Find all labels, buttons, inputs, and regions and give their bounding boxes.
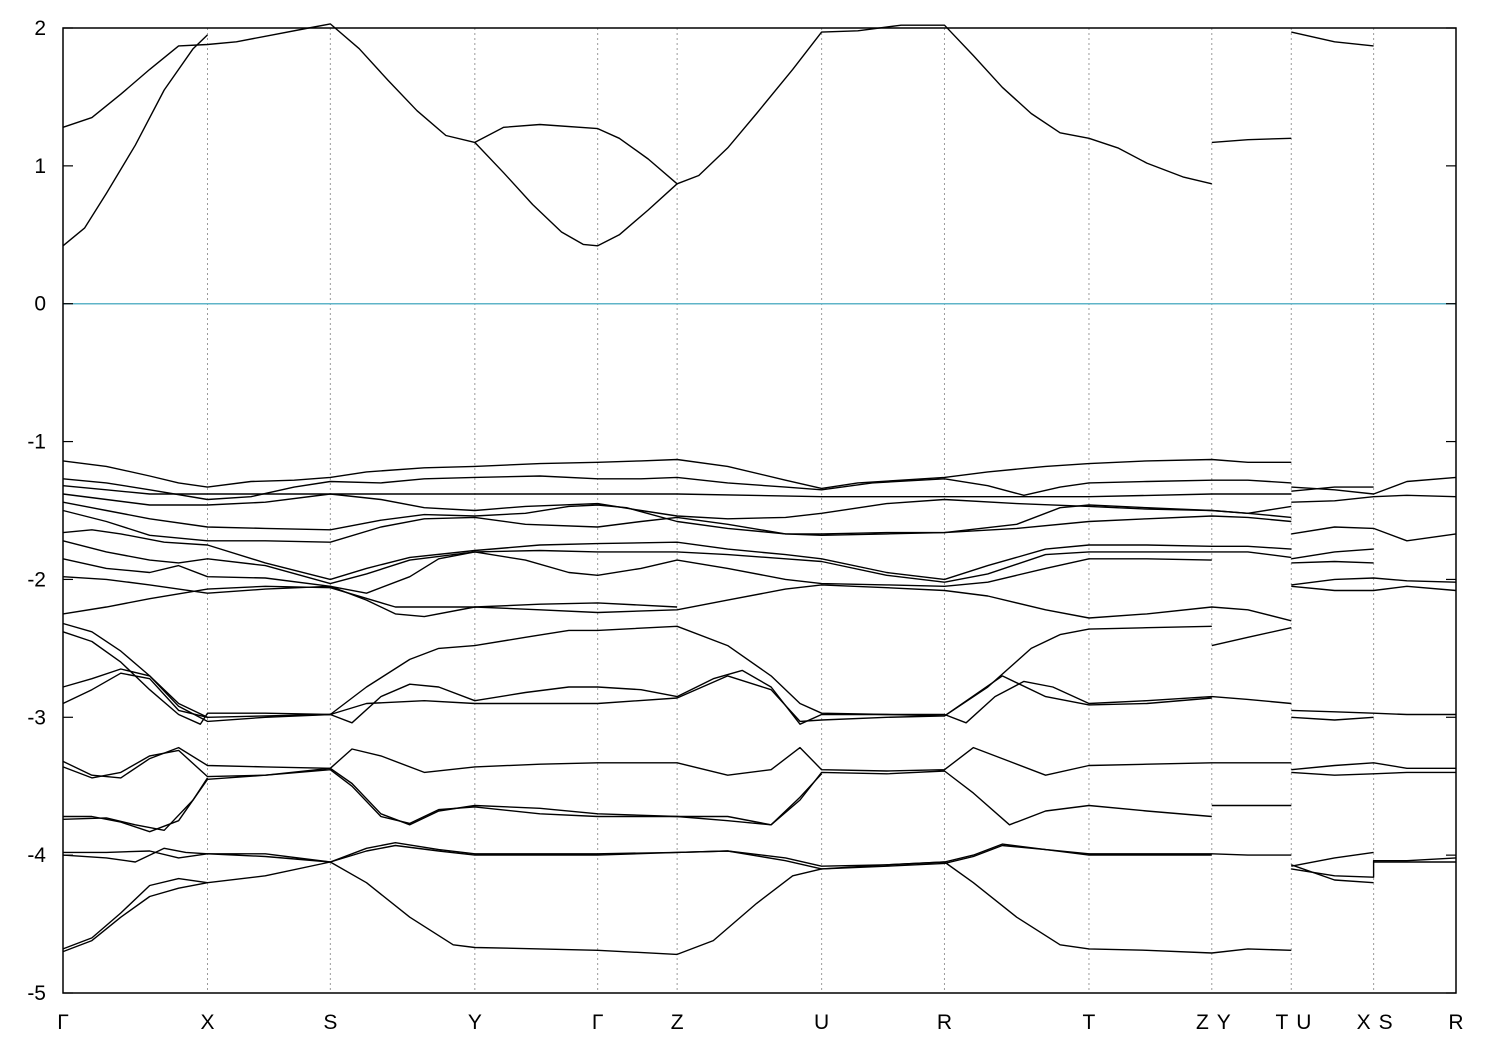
band-line-45: [1291, 857, 1457, 878]
band-line-6: [62, 458, 1292, 490]
y-tick-label: -5: [27, 982, 46, 1005]
x-tick-label: Z: [671, 1011, 684, 1034]
x-tick-label: Y: [1217, 1011, 1231, 1034]
band-line-9: [62, 493, 1292, 520]
x-tick-label: S: [323, 1011, 337, 1034]
x-tick-label: Y: [468, 1011, 482, 1034]
band-line-21: [62, 672, 208, 718]
band-line-10: [62, 501, 1292, 535]
band-line-15: [62, 576, 1292, 622]
band-line-13: [62, 540, 1292, 585]
band-line-44: [1291, 864, 1374, 884]
band-line-8: [62, 485, 1292, 498]
y-tick-label: 2: [34, 17, 46, 40]
band-line-28: [62, 844, 1212, 870]
band-line-43: [1291, 851, 1374, 867]
band-lines: [62, 23, 1457, 956]
band-line-37: [1291, 577, 1457, 586]
band-line-11: [62, 509, 1292, 543]
band-line-35: [1291, 548, 1374, 560]
band-line-32: [1291, 486, 1374, 492]
band-line-18: [62, 622, 1212, 718]
band-line-5: [1291, 31, 1374, 47]
x-tick-label: T: [1275, 1011, 1288, 1034]
x-tick-label: T: [1083, 1011, 1096, 1034]
band-line-30: [62, 877, 208, 950]
x-tick-label: R: [937, 1011, 952, 1034]
y-tick-label: -3: [27, 706, 46, 729]
x-tick-label: X: [1357, 1011, 1371, 1034]
band-line-16: [62, 585, 678, 615]
band-line-12: [62, 529, 1292, 581]
x-tick-label: S: [1379, 1011, 1393, 1034]
band-line-24: [63, 767, 823, 833]
band-line-20: [62, 668, 1212, 723]
grid-lines: [207, 28, 1375, 993]
band-line-40: [1291, 716, 1374, 721]
band-line-29: [62, 861, 1292, 956]
band-line-1: [62, 23, 1212, 185]
band-line-34: [1291, 526, 1457, 542]
x-tick-label: Z: [1196, 1011, 1209, 1034]
y-tick-label: 1: [34, 155, 46, 178]
y-tick-label: -1: [27, 431, 46, 454]
band-line-17: [1211, 627, 1292, 647]
x-tick-label: U: [814, 1011, 829, 1034]
band-line-39: [1291, 709, 1456, 716]
band-line-38: [1291, 585, 1457, 592]
band-line-4: [1211, 137, 1292, 144]
band-line-3: [474, 141, 678, 247]
y-tick-label: 0: [34, 293, 46, 316]
band-line-36: [1291, 560, 1374, 564]
band-line-23: [62, 749, 1212, 826]
band-line-2: [62, 34, 208, 247]
band-line-42: [1291, 771, 1456, 776]
plot-frame: [62, 27, 1457, 994]
band-line-22: [62, 746, 1292, 779]
y-axis-ticks: 2 1 0 -1 -2 -3 -4 -5: [27, 17, 1456, 1005]
x-tick-label: Γ: [57, 1011, 69, 1034]
y-tick-label: -2: [27, 568, 46, 591]
band-line-33: [1291, 494, 1457, 503]
band-line-41: [1291, 762, 1456, 771]
x-tick-label: R: [1448, 1011, 1463, 1034]
band-line-14: [62, 551, 1212, 594]
band-line-25: [62, 777, 209, 831]
x-tick-label: Γ: [592, 1011, 604, 1034]
x-tick-label: U: [1296, 1011, 1311, 1034]
y-tick-label: -4: [27, 844, 46, 867]
x-tick-label: X: [200, 1011, 214, 1034]
